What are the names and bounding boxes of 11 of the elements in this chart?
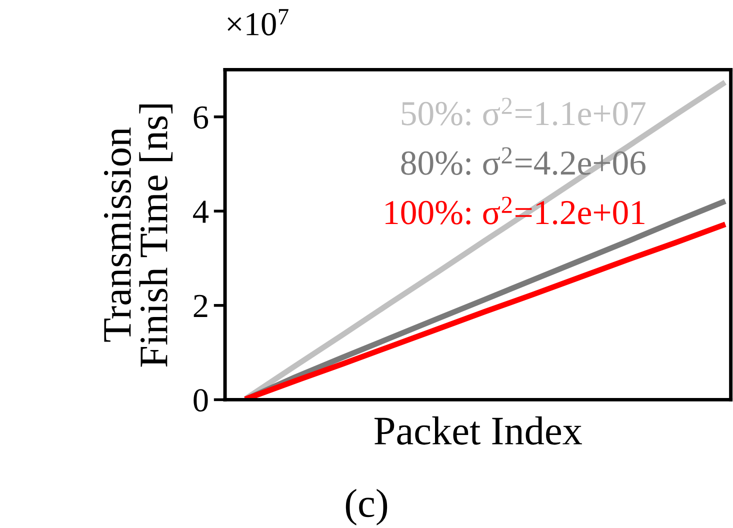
series-label: 50%: σ$^{2}$=1.1e+07 bbox=[402, 98, 646, 126]
series-label: 100%: σ$^{2}$=1.2e+01 bbox=[386, 196, 644, 225]
text: (c) bbox=[346, 488, 388, 526]
x-axis-title: Packet Index bbox=[374, 416, 582, 445]
y-tick-label: 0 bbox=[194, 389, 208, 412]
y-tick-label: 6 bbox=[194, 106, 208, 129]
text: ×10$^{7}$ bbox=[228, 9, 288, 36]
y-tick-label: 2 bbox=[194, 294, 208, 317]
y-tick-label: 4 bbox=[193, 200, 209, 223]
series-label: 80%: σ$^{2}$=4.2e+06 bbox=[401, 147, 646, 176]
y-axis-title: Transmission Finish Time [ns] bbox=[104, 104, 173, 367]
